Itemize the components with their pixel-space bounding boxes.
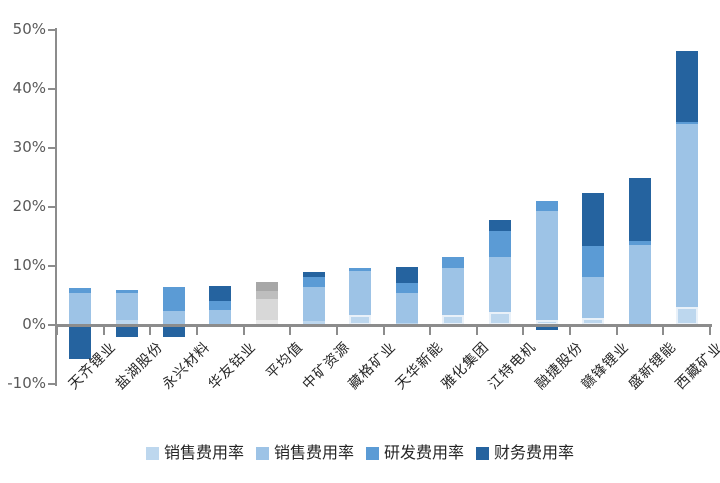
bar-segment xyxy=(115,293,138,321)
bar-segment xyxy=(675,123,698,307)
bar-segment xyxy=(349,314,372,325)
x-tick-mark xyxy=(709,325,711,335)
bar-segment xyxy=(629,178,652,241)
x-tick-mark xyxy=(149,325,152,335)
x-tick-mark xyxy=(335,325,338,335)
bar-segment xyxy=(489,219,512,232)
y-tick-mark xyxy=(48,383,55,385)
bar-segment xyxy=(209,286,232,302)
y-tick-mark xyxy=(48,147,55,149)
bar-segment xyxy=(162,287,185,312)
y-axis-tick-label: 0% xyxy=(22,315,46,333)
bar-segment xyxy=(535,211,558,320)
bar-segment xyxy=(629,244,652,324)
y-tick-mark xyxy=(48,29,55,31)
bar-segment xyxy=(349,270,372,315)
legend-series-label: 销售费用率 xyxy=(273,443,354,462)
legend-series-label: 研发费用率 xyxy=(384,443,465,462)
x-tick-mark xyxy=(382,325,385,335)
y-tick-mark xyxy=(48,265,55,267)
x-tick-mark xyxy=(615,325,618,335)
bar-segment xyxy=(69,288,92,293)
legend-swatch-icon xyxy=(366,446,379,460)
legend-swatch-icon xyxy=(145,446,159,460)
bar-segment xyxy=(582,317,605,325)
x-tick-mark xyxy=(429,325,432,335)
bar-segment xyxy=(395,293,418,323)
x-tick-mark xyxy=(56,325,58,335)
bar-segment xyxy=(69,292,92,324)
bar-segment xyxy=(395,322,418,325)
bar-segment xyxy=(535,201,558,212)
y-tick-mark xyxy=(48,324,55,326)
x-tick-mark xyxy=(475,325,478,335)
bar-segment xyxy=(255,319,278,325)
bar-segment xyxy=(675,122,698,124)
legend-swatch-icon xyxy=(476,446,490,460)
legend-swatch-icon xyxy=(255,446,269,460)
x-tick-mark xyxy=(522,325,525,335)
y-axis-tick-label: 50% xyxy=(12,20,46,38)
y-axis-tick-label: 40% xyxy=(12,79,46,97)
legend-item: 销售费用率 xyxy=(255,443,354,462)
bar-segment xyxy=(675,306,698,325)
y-tick-mark xyxy=(48,206,55,208)
y-axis-line xyxy=(55,28,57,386)
bar-segment xyxy=(582,245,605,277)
bar-segment xyxy=(255,281,278,292)
y-axis-tick-label: 30% xyxy=(12,138,46,156)
x-tick-mark xyxy=(102,325,105,335)
x-tick-mark xyxy=(195,325,198,335)
bar-segment xyxy=(349,267,372,271)
bar-segment xyxy=(255,299,278,320)
x-tick-mark xyxy=(569,325,572,335)
bar-segment xyxy=(255,291,278,300)
bar-segment xyxy=(489,256,512,312)
legend-item: 销售费用率 xyxy=(145,443,244,462)
bar-segment xyxy=(115,290,138,294)
bar-segment xyxy=(535,326,558,330)
y-axis-tick-label: 10% xyxy=(12,256,46,274)
bar-segment xyxy=(395,282,418,294)
bar-segment xyxy=(302,286,325,322)
legend-series-label: 销售费用率 xyxy=(163,443,244,462)
bar-segment xyxy=(442,267,465,315)
legend-item: 财务费用率 xyxy=(476,444,574,462)
y-tick-mark xyxy=(48,88,55,90)
y-axis-tick-label: -10% xyxy=(7,374,46,392)
bar-segment xyxy=(442,314,465,325)
bar-segment xyxy=(535,319,558,325)
bar-segment xyxy=(302,271,325,278)
bar-segment xyxy=(675,51,698,123)
bar-segment xyxy=(209,309,232,324)
bar-segment xyxy=(209,301,232,310)
x-tick-mark xyxy=(242,325,245,335)
legend-series-label: 财务费用率 xyxy=(494,443,575,462)
bar-segment xyxy=(629,240,652,245)
x-axis-line xyxy=(55,324,712,327)
bar-segment xyxy=(69,326,92,360)
y-axis-tick-label: 20% xyxy=(12,197,46,215)
bar-segment xyxy=(582,276,605,318)
bar-segment xyxy=(582,192,605,246)
x-tick-mark xyxy=(662,325,665,335)
legend-item: 研发费用率 xyxy=(366,444,464,462)
bar-segment xyxy=(162,326,185,337)
legend: 销售费用率 销售费用率 研发费用率 财务费用率 xyxy=(0,444,720,462)
bar-segment xyxy=(489,231,512,257)
x-tick-mark xyxy=(289,325,292,335)
bar-segment xyxy=(302,321,325,325)
bar-segment xyxy=(162,311,185,324)
bar-segment xyxy=(395,267,418,283)
bar-segment xyxy=(115,320,138,325)
bar-segment xyxy=(442,256,465,268)
bar-segment xyxy=(115,326,138,337)
bar-segment xyxy=(489,312,512,325)
bar-segment xyxy=(302,277,325,287)
